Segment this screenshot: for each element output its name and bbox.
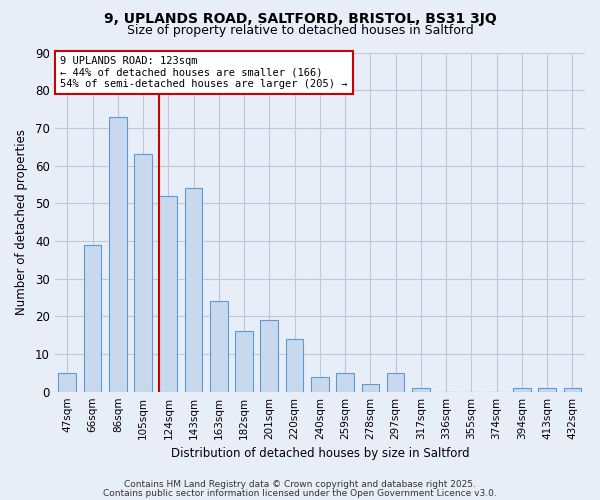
Bar (336, 373, 354, 392)
Bar (260, 320, 278, 392)
Bar (109, 116, 127, 392)
Bar (210, 301, 227, 392)
Text: 9 UPLANDS ROAD: 123sqm
← 44% of detached houses are smaller (166)
54% of semi-de: 9 UPLANDS ROAD: 123sqm ← 44% of detached… (60, 56, 347, 89)
Bar (538, 388, 556, 392)
Bar (160, 196, 177, 392)
Text: 9, UPLANDS ROAD, SALTFORD, BRISTOL, BS31 3JQ: 9, UPLANDS ROAD, SALTFORD, BRISTOL, BS31… (104, 12, 496, 26)
Text: Contains public sector information licensed under the Open Government Licence v3: Contains public sector information licen… (103, 488, 497, 498)
Bar (513, 388, 531, 392)
Bar (311, 376, 329, 392)
Bar (58, 373, 76, 392)
Text: Contains HM Land Registry data © Crown copyright and database right 2025.: Contains HM Land Registry data © Crown c… (124, 480, 476, 489)
Y-axis label: Number of detached properties: Number of detached properties (15, 129, 28, 315)
Bar (185, 188, 202, 392)
Bar (84, 244, 101, 392)
Bar (286, 339, 304, 392)
Text: Size of property relative to detached houses in Saltford: Size of property relative to detached ho… (127, 24, 473, 37)
Bar (387, 373, 404, 392)
Bar (235, 332, 253, 392)
Bar (362, 384, 379, 392)
X-axis label: Distribution of detached houses by size in Saltford: Distribution of detached houses by size … (170, 447, 469, 460)
Bar (412, 388, 430, 392)
Bar (134, 154, 152, 392)
Bar (563, 388, 581, 392)
